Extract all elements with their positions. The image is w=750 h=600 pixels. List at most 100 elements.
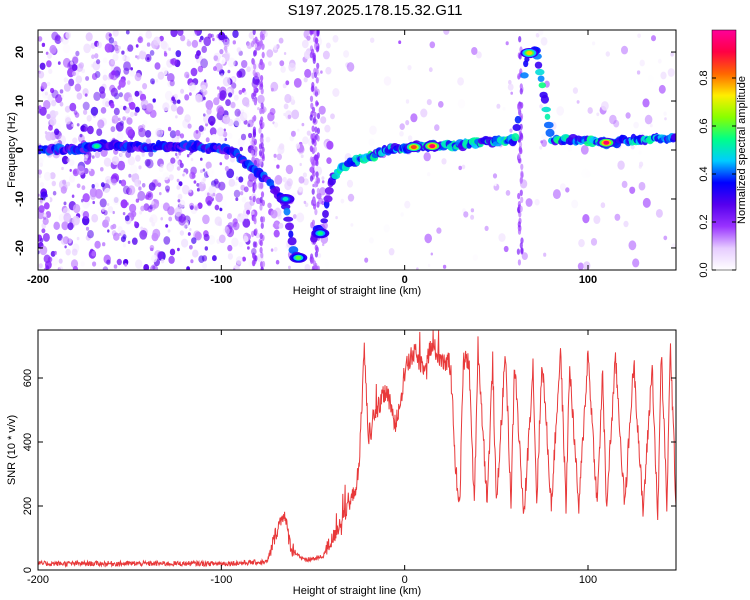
- noise-speck: [61, 155, 69, 165]
- noise-speck: [494, 182, 497, 187]
- noise-speck: [205, 100, 214, 110]
- noise-speck: [72, 265, 78, 270]
- noise-speck: [102, 69, 108, 75]
- x-tick-label: -200: [27, 574, 49, 586]
- noise-speck: [283, 112, 286, 117]
- ridge-blob: [273, 186, 281, 194]
- y-axis-label: SNR (10 * v/v): [6, 415, 18, 485]
- noise-speck: [288, 62, 296, 72]
- noise-speck: [651, 35, 656, 42]
- noise-speck: [590, 238, 598, 246]
- noise-speck: [43, 154, 46, 158]
- noise-speck: [638, 150, 642, 155]
- streak-speck: [259, 40, 263, 47]
- noise-speck: [233, 94, 239, 101]
- noise-speck: [69, 159, 75, 167]
- noise-speck: [202, 177, 206, 182]
- streak-speck: [312, 52, 316, 59]
- noise-speck: [71, 248, 78, 256]
- noise-speck: [167, 126, 172, 132]
- noise-speck: [165, 185, 170, 192]
- noise-speck: [143, 203, 150, 211]
- noise-speck: [50, 255, 59, 266]
- noise-speck: [243, 110, 250, 119]
- noise-speck: [135, 55, 138, 59]
- noise-speck: [92, 200, 95, 205]
- noise-speck: [238, 241, 243, 248]
- noise-speck: [204, 79, 207, 83]
- noise-speck: [168, 47, 172, 51]
- noise-speck: [472, 254, 479, 261]
- noise-speck: [143, 264, 150, 270]
- noise-speck: [288, 265, 291, 270]
- noise-speck: [257, 107, 260, 111]
- noise-speck: [63, 212, 72, 223]
- noise-speck: [368, 138, 375, 147]
- noise-speck: [320, 70, 323, 74]
- streak-speck: [314, 30, 318, 37]
- noise-speck: [129, 101, 136, 110]
- noise-speck: [168, 255, 175, 264]
- noise-speck: [405, 99, 410, 104]
- streak-speck: [311, 125, 315, 132]
- noise-speck: [110, 70, 119, 81]
- noise-speck: [242, 256, 246, 262]
- noise-speck: [140, 205, 145, 212]
- noise-speck: [125, 126, 134, 136]
- noise-speck: [43, 100, 51, 110]
- noise-speck: [400, 212, 404, 217]
- noise-speck: [330, 113, 335, 120]
- noise-speck: [131, 210, 137, 218]
- noise-speck: [205, 122, 209, 127]
- noise-speck: [91, 155, 95, 159]
- ridge-blob: [538, 82, 546, 89]
- noise-speck: [104, 43, 113, 53]
- streak-speck: [260, 191, 265, 198]
- noise-speck: [283, 52, 287, 55]
- y-tick-label: 20: [14, 46, 26, 58]
- noise-speck: [284, 181, 292, 191]
- ridge-blob: [541, 106, 551, 113]
- noise-speck: [97, 207, 101, 212]
- noise-speck: [346, 179, 354, 188]
- noise-speck: [73, 169, 77, 175]
- y-tick-label: 400: [22, 433, 34, 451]
- noise-speck: [107, 206, 114, 213]
- noise-speck: [112, 196, 120, 206]
- noise-speck: [543, 252, 547, 257]
- noise-speck: [614, 213, 621, 221]
- noise-speck: [111, 155, 120, 166]
- noise-speck: [176, 155, 179, 159]
- noise-speck: [107, 76, 111, 81]
- noise-speck: [303, 50, 311, 60]
- noise-speck: [507, 83, 514, 91]
- noise-speck: [224, 165, 229, 172]
- noise-speck: [46, 81, 51, 86]
- noise-speck: [257, 94, 265, 104]
- noise-speck: [457, 77, 464, 86]
- noise-speck: [61, 94, 64, 98]
- noise-speck: [169, 248, 176, 256]
- noise-speck: [300, 154, 304, 158]
- noise-speck: [248, 145, 251, 149]
- noise-speck: [146, 57, 150, 61]
- noise-speck: [218, 31, 226, 41]
- streak-speck: [253, 159, 257, 167]
- noise-speck: [179, 230, 185, 236]
- noise-speck: [239, 191, 244, 196]
- y-axis-label: Frequency (Hz): [6, 112, 18, 188]
- noise-speck: [104, 216, 110, 223]
- noise-speck: [289, 135, 295, 142]
- noise-speck: [571, 199, 579, 209]
- ridge-blob: [511, 133, 520, 142]
- noise-speck: [273, 246, 278, 252]
- noise-speck: [139, 50, 147, 60]
- noise-speck: [51, 100, 57, 107]
- noise-speck: [636, 70, 641, 75]
- noise-speck: [71, 194, 75, 198]
- noise-speck: [186, 154, 190, 158]
- noise-speck: [291, 109, 300, 120]
- streak-speck: [520, 248, 524, 255]
- noise-speck: [54, 111, 59, 116]
- ridge-blob: [283, 216, 294, 222]
